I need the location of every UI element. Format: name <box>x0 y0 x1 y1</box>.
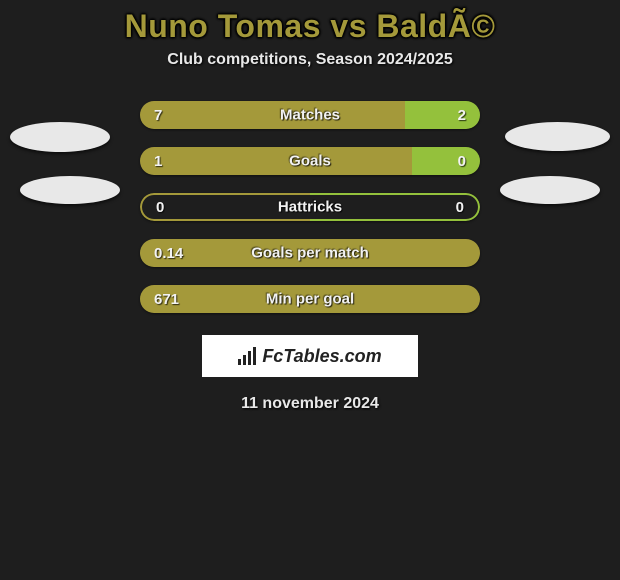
brand-logo: FcTables.com <box>202 335 418 377</box>
stat-bar: 0.14 <box>140 239 480 267</box>
comparison-card: Nuno Tomas vs BaldÃ© Club competitions, … <box>0 0 620 413</box>
stat-left-value: 671 <box>140 285 480 313</box>
stat-right-value: 2 <box>405 101 480 129</box>
subtitle: Club competitions, Season 2024/2025 <box>0 51 620 69</box>
bar-chart-icon <box>238 347 256 365</box>
stat-bar: 72 <box>140 101 480 129</box>
date-label: 11 november 2024 <box>0 395 620 413</box>
stat-right-value: 0 <box>412 147 480 175</box>
stat-row: 10Goals <box>0 147 620 175</box>
stat-left-value: 0 <box>140 193 310 221</box>
stat-row: 00Hattricks <box>0 193 620 221</box>
stat-row: 0.14Goals per match <box>0 239 620 267</box>
stat-right-value: 0 <box>310 193 480 221</box>
brand-text: FcTables.com <box>262 346 381 367</box>
stat-bar: 00 <box>140 193 480 221</box>
stat-bar: 10 <box>140 147 480 175</box>
stat-row: 671Min per goal <box>0 285 620 313</box>
stat-bar: 671 <box>140 285 480 313</box>
page-title: Nuno Tomas vs BaldÃ© <box>0 8 620 45</box>
stat-left-value: 0.14 <box>140 239 480 267</box>
stat-left-value: 7 <box>140 101 405 129</box>
stat-row: 72Matches <box>0 101 620 129</box>
stat-left-value: 1 <box>140 147 412 175</box>
